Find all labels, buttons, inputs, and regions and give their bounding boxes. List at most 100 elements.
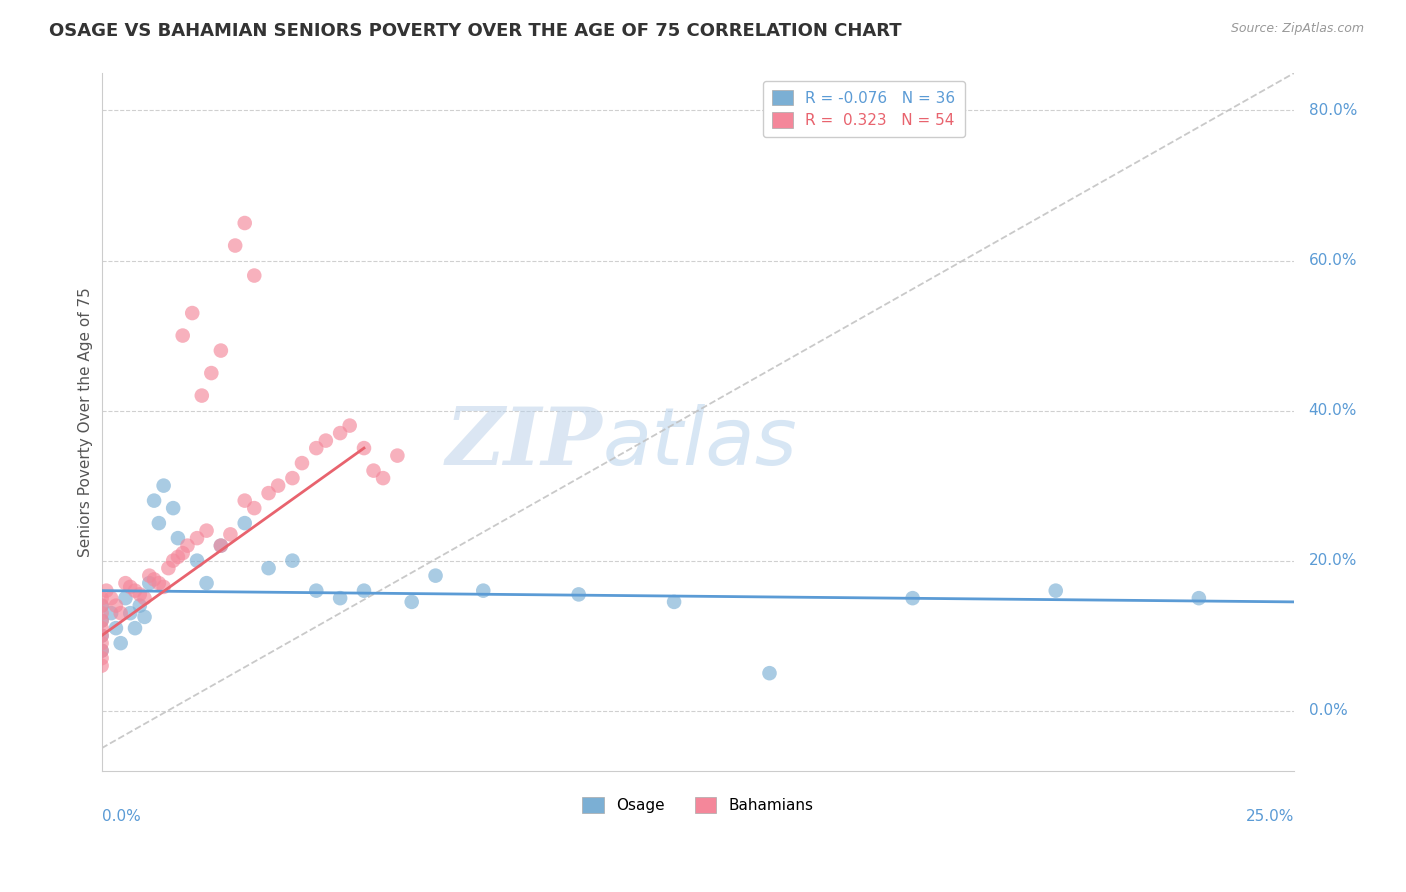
Text: 0.0%: 0.0% (1309, 703, 1347, 718)
Point (305, 583, 328, 598)
Point (291, 456, 314, 470)
Point (233, 516, 256, 530)
Point (243, 501, 266, 516)
Point (104, 599, 127, 613)
Point (200, 366, 222, 380)
Point (143, 573, 166, 587)
Point (401, 595, 423, 609)
Point (152, 580, 174, 594)
Point (472, 583, 495, 598)
Point (353, 583, 375, 598)
Point (90, 614, 112, 628)
Point (191, 388, 214, 402)
Point (90, 606, 112, 620)
Point (1045, 583, 1067, 598)
Point (134, 610, 156, 624)
Point (152, 478, 174, 492)
Point (371, 471, 394, 485)
Point (233, 493, 256, 508)
Point (90, 629, 112, 643)
Point (134, 591, 156, 606)
Point (124, 583, 146, 598)
Point (162, 501, 184, 516)
Point (90, 643, 112, 657)
Text: 40.0%: 40.0% (1309, 403, 1357, 418)
Point (329, 426, 352, 441)
Point (114, 591, 136, 606)
Point (138, 568, 160, 582)
Point (96, 583, 118, 598)
Point (186, 554, 208, 568)
Point (148, 576, 170, 591)
Point (281, 471, 304, 485)
Text: 20.0%: 20.0% (1309, 553, 1357, 568)
Point (281, 554, 304, 568)
Point (181, 306, 204, 320)
Text: Source: ZipAtlas.com: Source: ZipAtlas.com (1230, 22, 1364, 36)
Point (329, 591, 352, 606)
Point (172, 546, 194, 560)
Point (128, 599, 150, 613)
Point (209, 539, 232, 553)
Point (162, 554, 184, 568)
Point (425, 568, 447, 582)
Point (363, 464, 385, 478)
Point (353, 441, 375, 455)
Point (100, 606, 122, 620)
Point (305, 441, 328, 455)
Point (100, 591, 122, 606)
Text: 0.0%: 0.0% (101, 809, 141, 824)
Point (167, 531, 190, 545)
Point (120, 580, 142, 594)
Point (148, 516, 170, 530)
Point (90, 651, 112, 665)
Point (90, 629, 112, 643)
Point (104, 621, 127, 635)
Point (267, 478, 290, 492)
Point (1188, 591, 1211, 606)
Text: OSAGE VS BAHAMIAN SENIORS POVERTY OVER THE AGE OF 75 CORRELATION CHART: OSAGE VS BAHAMIAN SENIORS POVERTY OVER T… (49, 22, 901, 40)
Point (90, 599, 112, 613)
Point (90, 599, 112, 613)
Point (568, 587, 591, 601)
Point (209, 539, 232, 553)
Point (167, 549, 190, 564)
Point (110, 606, 132, 620)
Point (90, 621, 112, 635)
Point (143, 493, 166, 508)
Point (195, 524, 218, 538)
Text: 80.0%: 80.0% (1309, 103, 1357, 118)
Point (138, 576, 160, 591)
Point (219, 527, 242, 541)
Point (901, 591, 924, 606)
Point (114, 576, 136, 591)
Legend: Osage, Bahamians: Osage, Bahamians (574, 788, 823, 822)
Point (90, 591, 112, 606)
Point (90, 614, 112, 628)
Point (120, 606, 142, 620)
Point (186, 531, 208, 545)
Point (176, 539, 198, 553)
Point (128, 587, 150, 601)
Point (172, 328, 194, 343)
Point (90, 658, 112, 673)
Point (257, 486, 280, 500)
Point (124, 621, 146, 635)
Point (339, 418, 361, 433)
Point (90, 636, 112, 650)
Point (387, 449, 409, 463)
Y-axis label: Seniors Poverty Over the Age of 75: Seniors Poverty Over the Age of 75 (79, 287, 93, 557)
Point (243, 268, 266, 283)
Point (758, 666, 780, 681)
Text: 25.0%: 25.0% (1246, 809, 1295, 824)
Point (195, 576, 218, 591)
Point (157, 561, 180, 575)
Point (224, 238, 246, 252)
Point (662, 595, 685, 609)
Point (209, 343, 232, 358)
Point (110, 636, 132, 650)
Point (233, 216, 256, 230)
Text: 60.0%: 60.0% (1309, 253, 1357, 268)
Text: ZIP: ZIP (446, 404, 603, 482)
Point (90, 643, 112, 657)
